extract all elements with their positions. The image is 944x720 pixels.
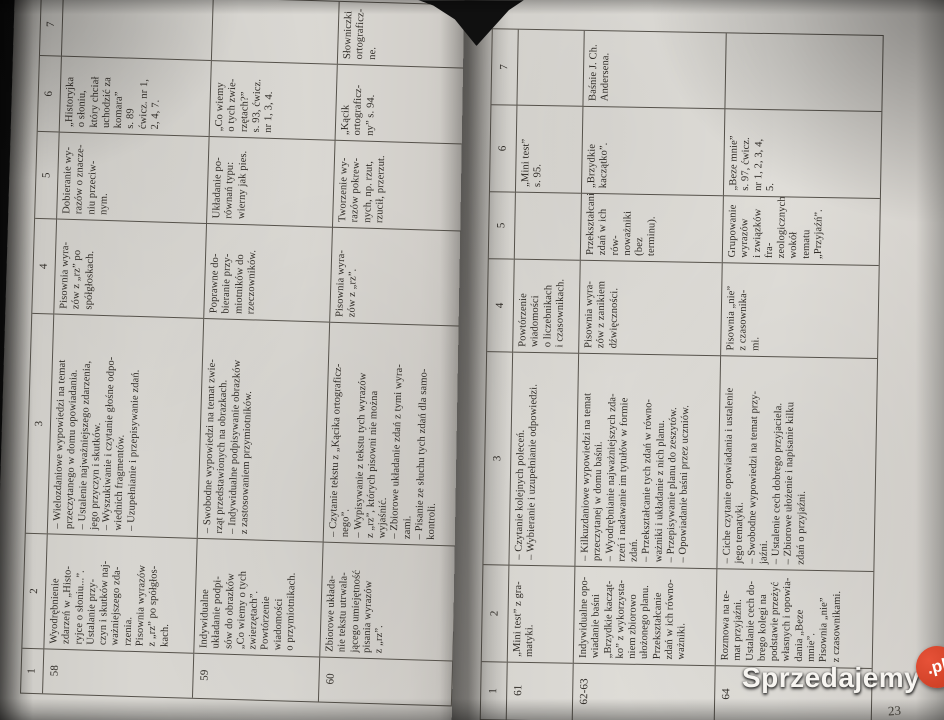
table-row-62-63: 62-63 Indywidualne opo- wiadanie baśni „… <box>572 30 727 720</box>
column-header: 2 <box>22 532 47 649</box>
table-cell: Słowniczki ortograficz- ne. <box>341 8 378 60</box>
table-cell: Układanie po- równań typu: wierny jak pi… <box>207 136 335 227</box>
table-cell-activities: – Kilkuzdaniowe wypowiedzi na temat prze… <box>575 352 721 569</box>
table-row-59: 59 Indywidualne układanie podpi- sów do … <box>192 0 340 702</box>
table-row-61: 61 „Mini test” z gra- matyki. – Czytanie… <box>506 29 585 720</box>
lesson-plan-table-right: 1 2 3 4 5 6 7 61 „Mini test” z gra- maty… <box>479 28 884 720</box>
table-cell <box>212 0 339 64</box>
table-cell-topic: Rozmowa na te- mat przyjaźni. Ustalanie … <box>715 568 874 668</box>
table-cell: Pisownia wyra- zów z zanikiem dźwięcznoś… <box>579 259 722 356</box>
table-row-64: 64 Rozmowa na te- mat przyjaźni. Ustalan… <box>714 33 883 720</box>
column-header: 3 <box>483 351 513 565</box>
table-cell-activities: – Ciche czytanie opowiadania i ustalenie… <box>717 355 878 571</box>
table-cell: Powtórzenie wiadomości o liczebnikach i … <box>513 258 580 353</box>
lesson-number: 60 <box>318 656 453 706</box>
table-cell: Poprawne do- bieranie przy- miotników do… <box>204 222 332 322</box>
column-header: 5 <box>35 130 59 219</box>
table-cell: Baśnie J. Ch. Andersena. <box>587 44 612 102</box>
left-page: 1 2 3 4 5 6 7 58 Wyodrębnienie zdarzeń w… <box>0 0 485 720</box>
column-header: 6 <box>489 104 517 192</box>
table-cell: „Co wiemy o tych zwie- rzętach?” s. 93, … <box>209 60 337 140</box>
lesson-number: 62-63 <box>572 662 715 720</box>
column-header: 1 <box>21 647 44 694</box>
table-cell: Grupowanie wyrazów i związków fra- zeolo… <box>722 195 880 265</box>
table-cell <box>517 30 583 106</box>
column-header: 4 <box>32 217 57 314</box>
table-cell <box>514 191 581 260</box>
table-cell-topic: Zbiorowe układa- nie tekstu utrwala- jąc… <box>320 541 456 661</box>
table-cell-topic: „Mini test” z gra- matyki. <box>507 564 575 663</box>
page-number: 23 <box>887 702 902 719</box>
table-cell <box>62 0 213 60</box>
table-cell-topic: Indywidualne układanie podpi- sów do obr… <box>194 537 323 657</box>
table-cell-activities: – Wielozdaniowe wypowiedzi na temat prze… <box>47 313 204 538</box>
table-cell: „Beze mnie” s. 97, ćwicz. nr 1, 2, 3, 4,… <box>723 108 882 199</box>
table-cell <box>725 33 882 111</box>
table-cell-topic: Wyodrębnienie zdarzeń w „Histo- ryjce o … <box>44 533 197 653</box>
table-cell: Dobieranie wy- razów o znacze- niu przec… <box>57 131 209 223</box>
table-cell-topic: Indywidualne opo- wiadanie baśni „Brzydk… <box>573 565 717 666</box>
table-cell: „Kącik ortograficz- ny” s. 94. <box>335 63 470 144</box>
table-row-60: 60 Zbiorowe układa- nie tekstu utrwala- … <box>318 2 472 706</box>
column-header: 5 <box>488 191 515 259</box>
watermark-text: Sprzedajemy <box>742 662 921 693</box>
right-page: 1 2 3 4 5 6 7 61 „Mini test” z gra- maty… <box>451 0 944 720</box>
table-cell-activities: – Czytanie tekstu z „Kącika ortograficz-… <box>323 321 463 546</box>
watermark-sprzedajemy: Sprzedajemy .pl <box>742 641 944 694</box>
lesson-plan-table-left: 1 2 3 4 5 6 7 58 Wyodrębnienie zdarzeń w… <box>20 0 473 707</box>
column-header: 2 <box>481 564 509 662</box>
column-header: 4 <box>487 258 514 352</box>
watermark-tld: .pl <box>925 654 944 679</box>
lesson-number: 58 <box>43 648 194 698</box>
table-cell: Tworzenie wy- razów pokrew- nych, np. rz… <box>332 139 468 231</box>
column-header: 1 <box>480 661 507 720</box>
right-table-area: 1 2 3 4 5 6 7 61 „Mini test” z gra- maty… <box>479 28 884 720</box>
table-cell: „Historyjka o słoniu, który chciał uchod… <box>59 55 211 137</box>
column-header: 7 <box>498 64 511 70</box>
column-header: 7 <box>44 21 58 28</box>
table-cell: Pisownia wyra- zów z „rz” po spółgłoskac… <box>54 218 207 318</box>
table-cell-activities: – Czytanie kolejnych poleceń. – Wybieran… <box>509 351 579 566</box>
table-cell: „Brzydkie kaczątko”. <box>581 105 725 196</box>
table-cell: Przekształcanie zdań w ich rów- noważnik… <box>580 192 723 263</box>
table-cell: Pisownia wyra- zów z „rz”. <box>330 226 465 326</box>
table-cell: Pisownia „nie” z czasownika- mi. <box>721 262 879 358</box>
table-cell-activities: – Swobodne wypowiedzi na temat zwie- rzą… <box>197 317 330 542</box>
table-row-58: 58 Wyodrębnienie zdarzeń w „Histo- ryjce… <box>43 0 214 698</box>
lesson-number: 59 <box>192 652 320 702</box>
left-table-area: 1 2 3 4 5 6 7 58 Wyodrębnienie zdarzeń w… <box>20 0 473 707</box>
lesson-number: 61 <box>506 661 573 720</box>
table-cell: „Mini test” s. 95. <box>515 104 583 193</box>
column-header: 6 <box>37 54 61 132</box>
